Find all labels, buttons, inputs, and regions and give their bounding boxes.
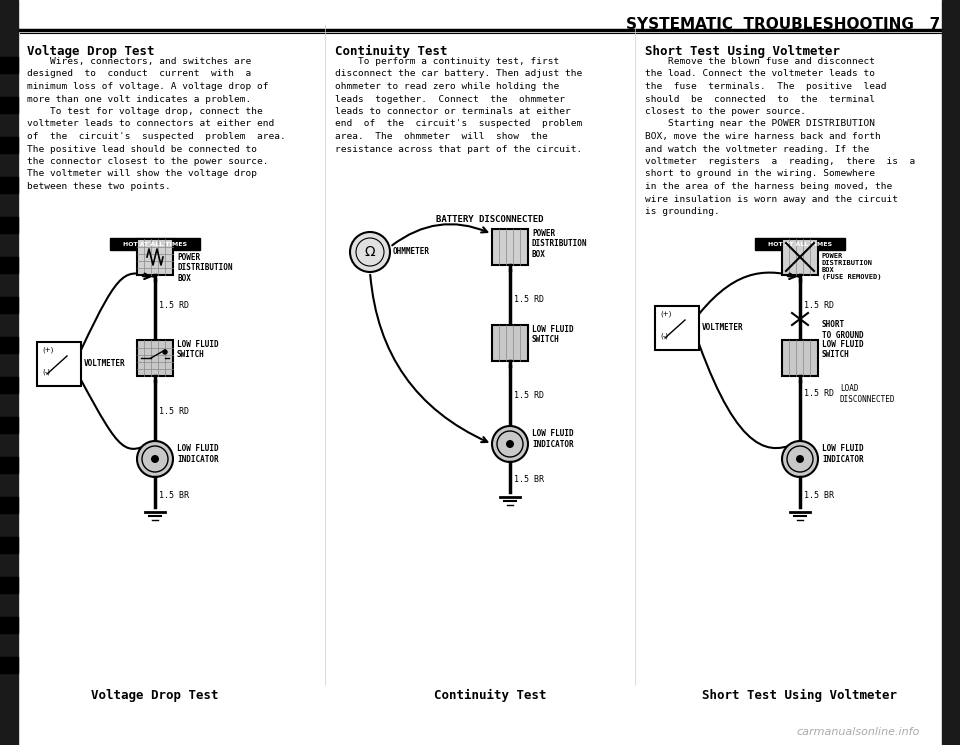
Circle shape — [137, 441, 173, 477]
Text: LOW FLUID
INDICATOR: LOW FLUID INDICATOR — [532, 429, 574, 448]
Text: HOT AT ALL TIMES: HOT AT ALL TIMES — [768, 241, 832, 247]
Text: VOLTMETER: VOLTMETER — [84, 360, 126, 369]
Text: 1.5 RD: 1.5 RD — [514, 296, 544, 305]
Text: 1.5 RD: 1.5 RD — [804, 390, 834, 399]
Bar — [110, 238, 200, 250]
Bar — [0, 657, 18, 673]
Text: POWER
DISTRIBUTION
BOX: POWER DISTRIBUTION BOX — [177, 253, 232, 283]
Text: POWER
DISTRIBUTION
BOX
(FUSE REMOVED): POWER DISTRIBUTION BOX (FUSE REMOVED) — [822, 253, 881, 280]
Bar — [0, 297, 18, 313]
Text: Ω: Ω — [365, 245, 375, 259]
Text: 1.5 RD: 1.5 RD — [159, 407, 189, 416]
Circle shape — [350, 232, 390, 272]
Bar — [942, 0, 960, 745]
Bar — [0, 457, 18, 473]
Text: carmanualsonline.info: carmanualsonline.info — [797, 727, 920, 737]
Text: LOW FLUID
INDICATOR: LOW FLUID INDICATOR — [822, 444, 864, 463]
Text: LOW FLUID
SWITCH: LOW FLUID SWITCH — [822, 340, 864, 359]
Text: LOW FLUID
INDICATOR: LOW FLUID INDICATOR — [177, 444, 219, 463]
Bar — [492, 229, 528, 265]
Text: Wires, connectors, and switches are
designed  to  conduct  current  with  a
mini: Wires, connectors, and switches are desi… — [27, 57, 286, 191]
Text: (+): (+) — [42, 346, 54, 353]
Text: Continuity Test: Continuity Test — [335, 45, 447, 58]
Text: VOLTMETER: VOLTMETER — [702, 323, 744, 332]
Text: Voltage Drop Test: Voltage Drop Test — [91, 688, 219, 702]
Text: 1.5 RD: 1.5 RD — [514, 392, 544, 401]
Circle shape — [151, 455, 159, 463]
Text: (-): (-) — [42, 369, 50, 375]
Bar — [0, 57, 18, 73]
Text: Remove the blown fuse and disconnect
the load. Connect the voltmeter leads to
th: Remove the blown fuse and disconnect the… — [645, 57, 915, 216]
Text: BATTERY DISCONNECTED: BATTERY DISCONNECTED — [436, 215, 543, 224]
Text: 1.5 BR: 1.5 BR — [804, 490, 834, 499]
Text: LOW FLUID
SWITCH: LOW FLUID SWITCH — [177, 340, 219, 359]
Bar — [0, 617, 18, 633]
Bar — [655, 306, 699, 350]
Bar — [0, 377, 18, 393]
Bar — [0, 497, 18, 513]
Text: (-): (-) — [660, 333, 668, 339]
Bar — [755, 238, 845, 250]
Text: OHMMETER: OHMMETER — [393, 247, 430, 256]
Bar — [0, 417, 18, 433]
Text: 1.5 RD: 1.5 RD — [804, 300, 834, 309]
Circle shape — [506, 440, 514, 448]
Text: 1.5 RD: 1.5 RD — [159, 300, 189, 309]
Text: Short Test Using Voltmeter: Short Test Using Voltmeter — [645, 45, 840, 58]
Bar — [0, 577, 18, 593]
Bar — [0, 337, 18, 353]
Text: 1.5 BR: 1.5 BR — [514, 475, 544, 484]
Text: 1.5 BR: 1.5 BR — [159, 490, 189, 499]
Text: To perform a continuity test, first
disconnect the car battery. Then adjust the
: To perform a continuity test, first disc… — [335, 57, 583, 153]
Bar — [782, 340, 818, 376]
Bar — [0, 257, 18, 273]
Circle shape — [782, 441, 818, 477]
Bar — [137, 340, 173, 376]
Bar — [0, 177, 18, 193]
Text: LOW FLUID
SWITCH: LOW FLUID SWITCH — [532, 325, 574, 344]
Bar — [0, 217, 18, 233]
Bar — [0, 0, 18, 745]
Text: POWER
DISTRIBUTION
BOX: POWER DISTRIBUTION BOX — [532, 229, 588, 259]
Bar — [0, 537, 18, 553]
Text: LOAD
DISCONNECTED: LOAD DISCONNECTED — [840, 384, 896, 404]
Bar — [0, 137, 18, 153]
Bar — [492, 325, 528, 361]
Text: Continuity Test: Continuity Test — [434, 688, 546, 702]
Text: Short Test Using Voltmeter: Short Test Using Voltmeter — [703, 688, 898, 702]
Circle shape — [796, 455, 804, 463]
Text: SHORT
TO GROUND: SHORT TO GROUND — [822, 320, 864, 340]
Circle shape — [492, 426, 528, 462]
Bar — [137, 239, 173, 275]
Circle shape — [163, 350, 167, 354]
Bar — [37, 342, 81, 386]
Text: SYSTEMATIC  TROUBLESHOOTING   7: SYSTEMATIC TROUBLESHOOTING 7 — [626, 17, 940, 32]
Text: (+): (+) — [660, 311, 671, 317]
Bar — [782, 239, 818, 275]
Bar — [0, 97, 18, 113]
Text: Voltage Drop Test: Voltage Drop Test — [27, 45, 155, 58]
Text: HOT AT ALL TIMES: HOT AT ALL TIMES — [123, 241, 187, 247]
